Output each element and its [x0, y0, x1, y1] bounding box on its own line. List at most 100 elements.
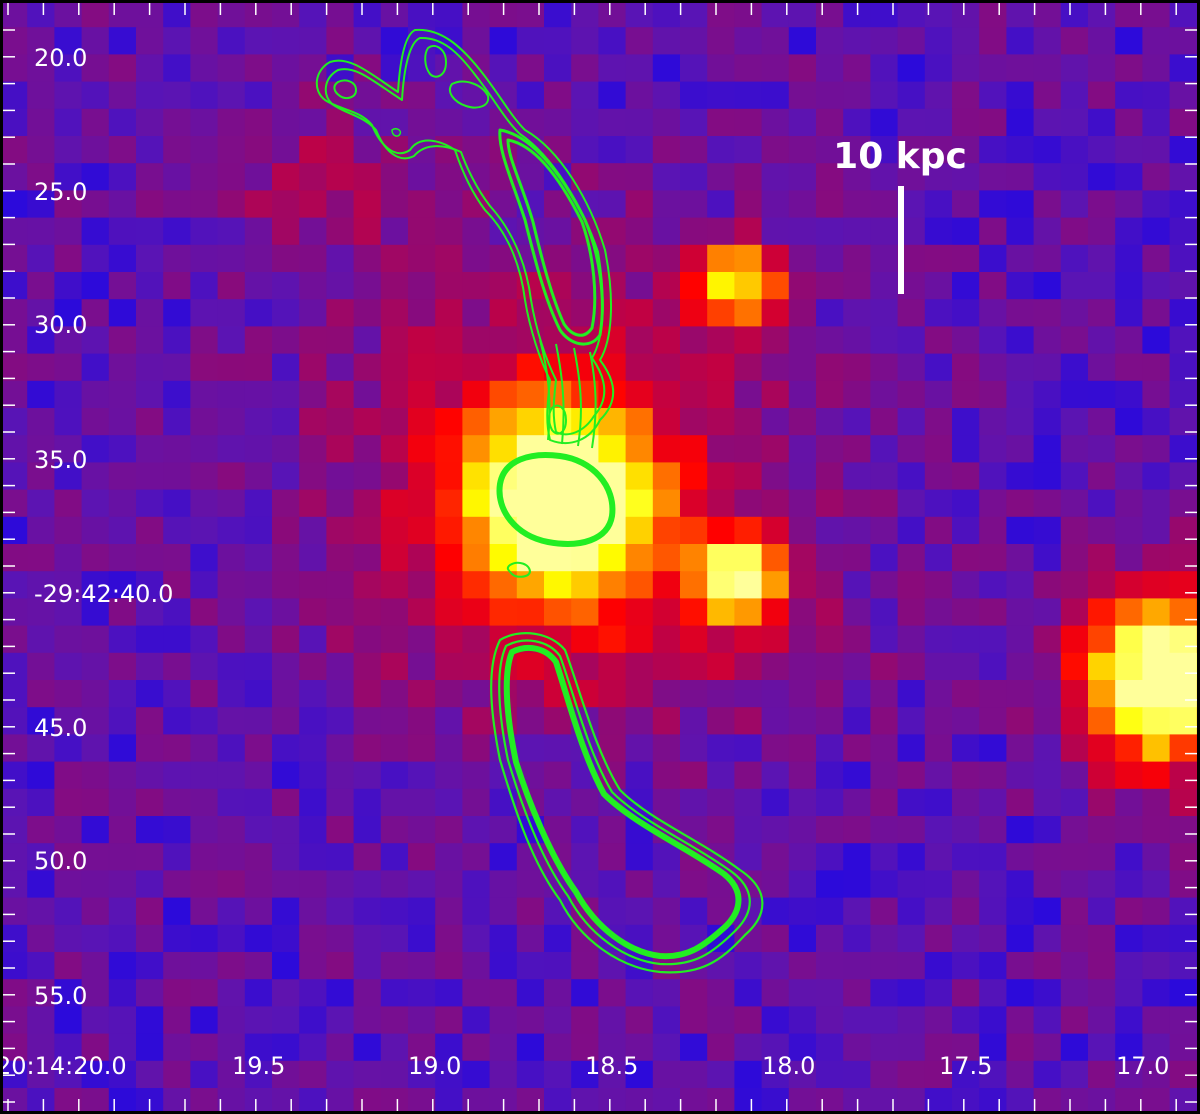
pixel — [244, 1088, 273, 1111]
pixel — [761, 299, 790, 327]
pixel — [680, 516, 708, 545]
pixel — [190, 952, 219, 980]
pixel — [54, 163, 83, 191]
pixel — [761, 435, 790, 463]
pixel — [380, 1006, 409, 1035]
pixel — [408, 163, 436, 191]
pixel — [272, 571, 300, 599]
pixel — [272, 516, 300, 545]
pixel — [707, 489, 735, 518]
north-lobe-contour — [315, 28, 615, 445]
pixel — [1006, 952, 1035, 980]
pixel — [1060, 761, 1089, 790]
pixel — [353, 843, 382, 871]
pixel — [462, 27, 491, 55]
pixel — [598, 1060, 627, 1089]
pixel — [680, 489, 708, 518]
pixel — [353, 734, 382, 763]
pixel — [136, 788, 164, 817]
pixel — [108, 571, 137, 599]
pixel — [272, 952, 300, 980]
pixel — [163, 489, 191, 518]
pixel — [625, 380, 654, 409]
pixel — [217, 544, 246, 572]
pixel — [571, 1006, 599, 1035]
pixel — [1060, 516, 1089, 545]
pixel — [190, 217, 219, 246]
pixel — [3, 217, 28, 246]
pixel — [27, 870, 55, 899]
pixel — [326, 1088, 355, 1111]
pixel — [1088, 516, 1116, 545]
pixel — [788, 217, 817, 246]
pixel — [652, 544, 681, 572]
pixel — [1115, 1060, 1143, 1089]
pixel — [1142, 299, 1171, 327]
pixel — [299, 707, 327, 735]
south-lobe-contour — [498, 639, 751, 966]
pixel — [272, 326, 300, 355]
pixel — [462, 462, 491, 491]
pixel — [516, 680, 545, 708]
pixel — [489, 244, 518, 273]
pixel — [81, 136, 110, 164]
pixel — [598, 1006, 627, 1035]
pixel — [952, 598, 980, 627]
pixel — [979, 190, 1007, 219]
pixel — [1115, 299, 1143, 327]
pixel — [952, 843, 980, 871]
pixel — [435, 897, 463, 926]
pixel — [326, 652, 355, 681]
pixel — [843, 353, 871, 382]
pixel — [1169, 761, 1197, 790]
pixel — [408, 272, 436, 300]
pixel — [163, 408, 191, 436]
pixel — [897, 1006, 926, 1035]
pixel — [1006, 516, 1035, 545]
x-tick-label: 18.5 — [585, 1052, 638, 1080]
pixel — [217, 244, 246, 273]
pixel — [1196, 897, 1197, 926]
pixel — [108, 680, 137, 708]
pixel — [272, 81, 300, 110]
pixel — [190, 54, 219, 83]
pixel — [353, 1088, 382, 1111]
pixel — [3, 761, 28, 790]
pixel — [788, 353, 817, 382]
pixel — [843, 952, 871, 980]
pixel — [816, 81, 844, 110]
pixel — [897, 516, 926, 545]
pixel — [1060, 190, 1089, 219]
pixel — [734, 380, 763, 409]
pixel — [244, 217, 273, 246]
pixel — [217, 353, 246, 382]
pixel — [435, 190, 463, 219]
pixel — [734, 489, 763, 518]
pixel — [1169, 924, 1197, 953]
pixel — [598, 625, 627, 654]
pixel — [435, 435, 463, 463]
pixel — [707, 788, 735, 817]
pixel — [788, 571, 817, 599]
pixel — [598, 108, 627, 137]
pixel — [979, 3, 1007, 28]
pixel — [1006, 408, 1035, 436]
pixel — [707, 1060, 735, 1089]
pixel — [1142, 27, 1171, 55]
pixel — [163, 516, 191, 545]
pixel — [652, 1006, 681, 1035]
pixel — [979, 136, 1007, 164]
pixel — [27, 843, 55, 871]
pixel — [516, 979, 545, 1007]
pixel — [1142, 625, 1171, 654]
pixel — [516, 707, 545, 735]
pixel — [462, 3, 491, 28]
pixel — [652, 326, 681, 355]
pixel — [1196, 816, 1197, 844]
pixel — [761, 952, 790, 980]
pixel — [217, 734, 246, 763]
pixel — [870, 571, 899, 599]
pixel — [544, 544, 572, 572]
pixel — [81, 1006, 110, 1035]
